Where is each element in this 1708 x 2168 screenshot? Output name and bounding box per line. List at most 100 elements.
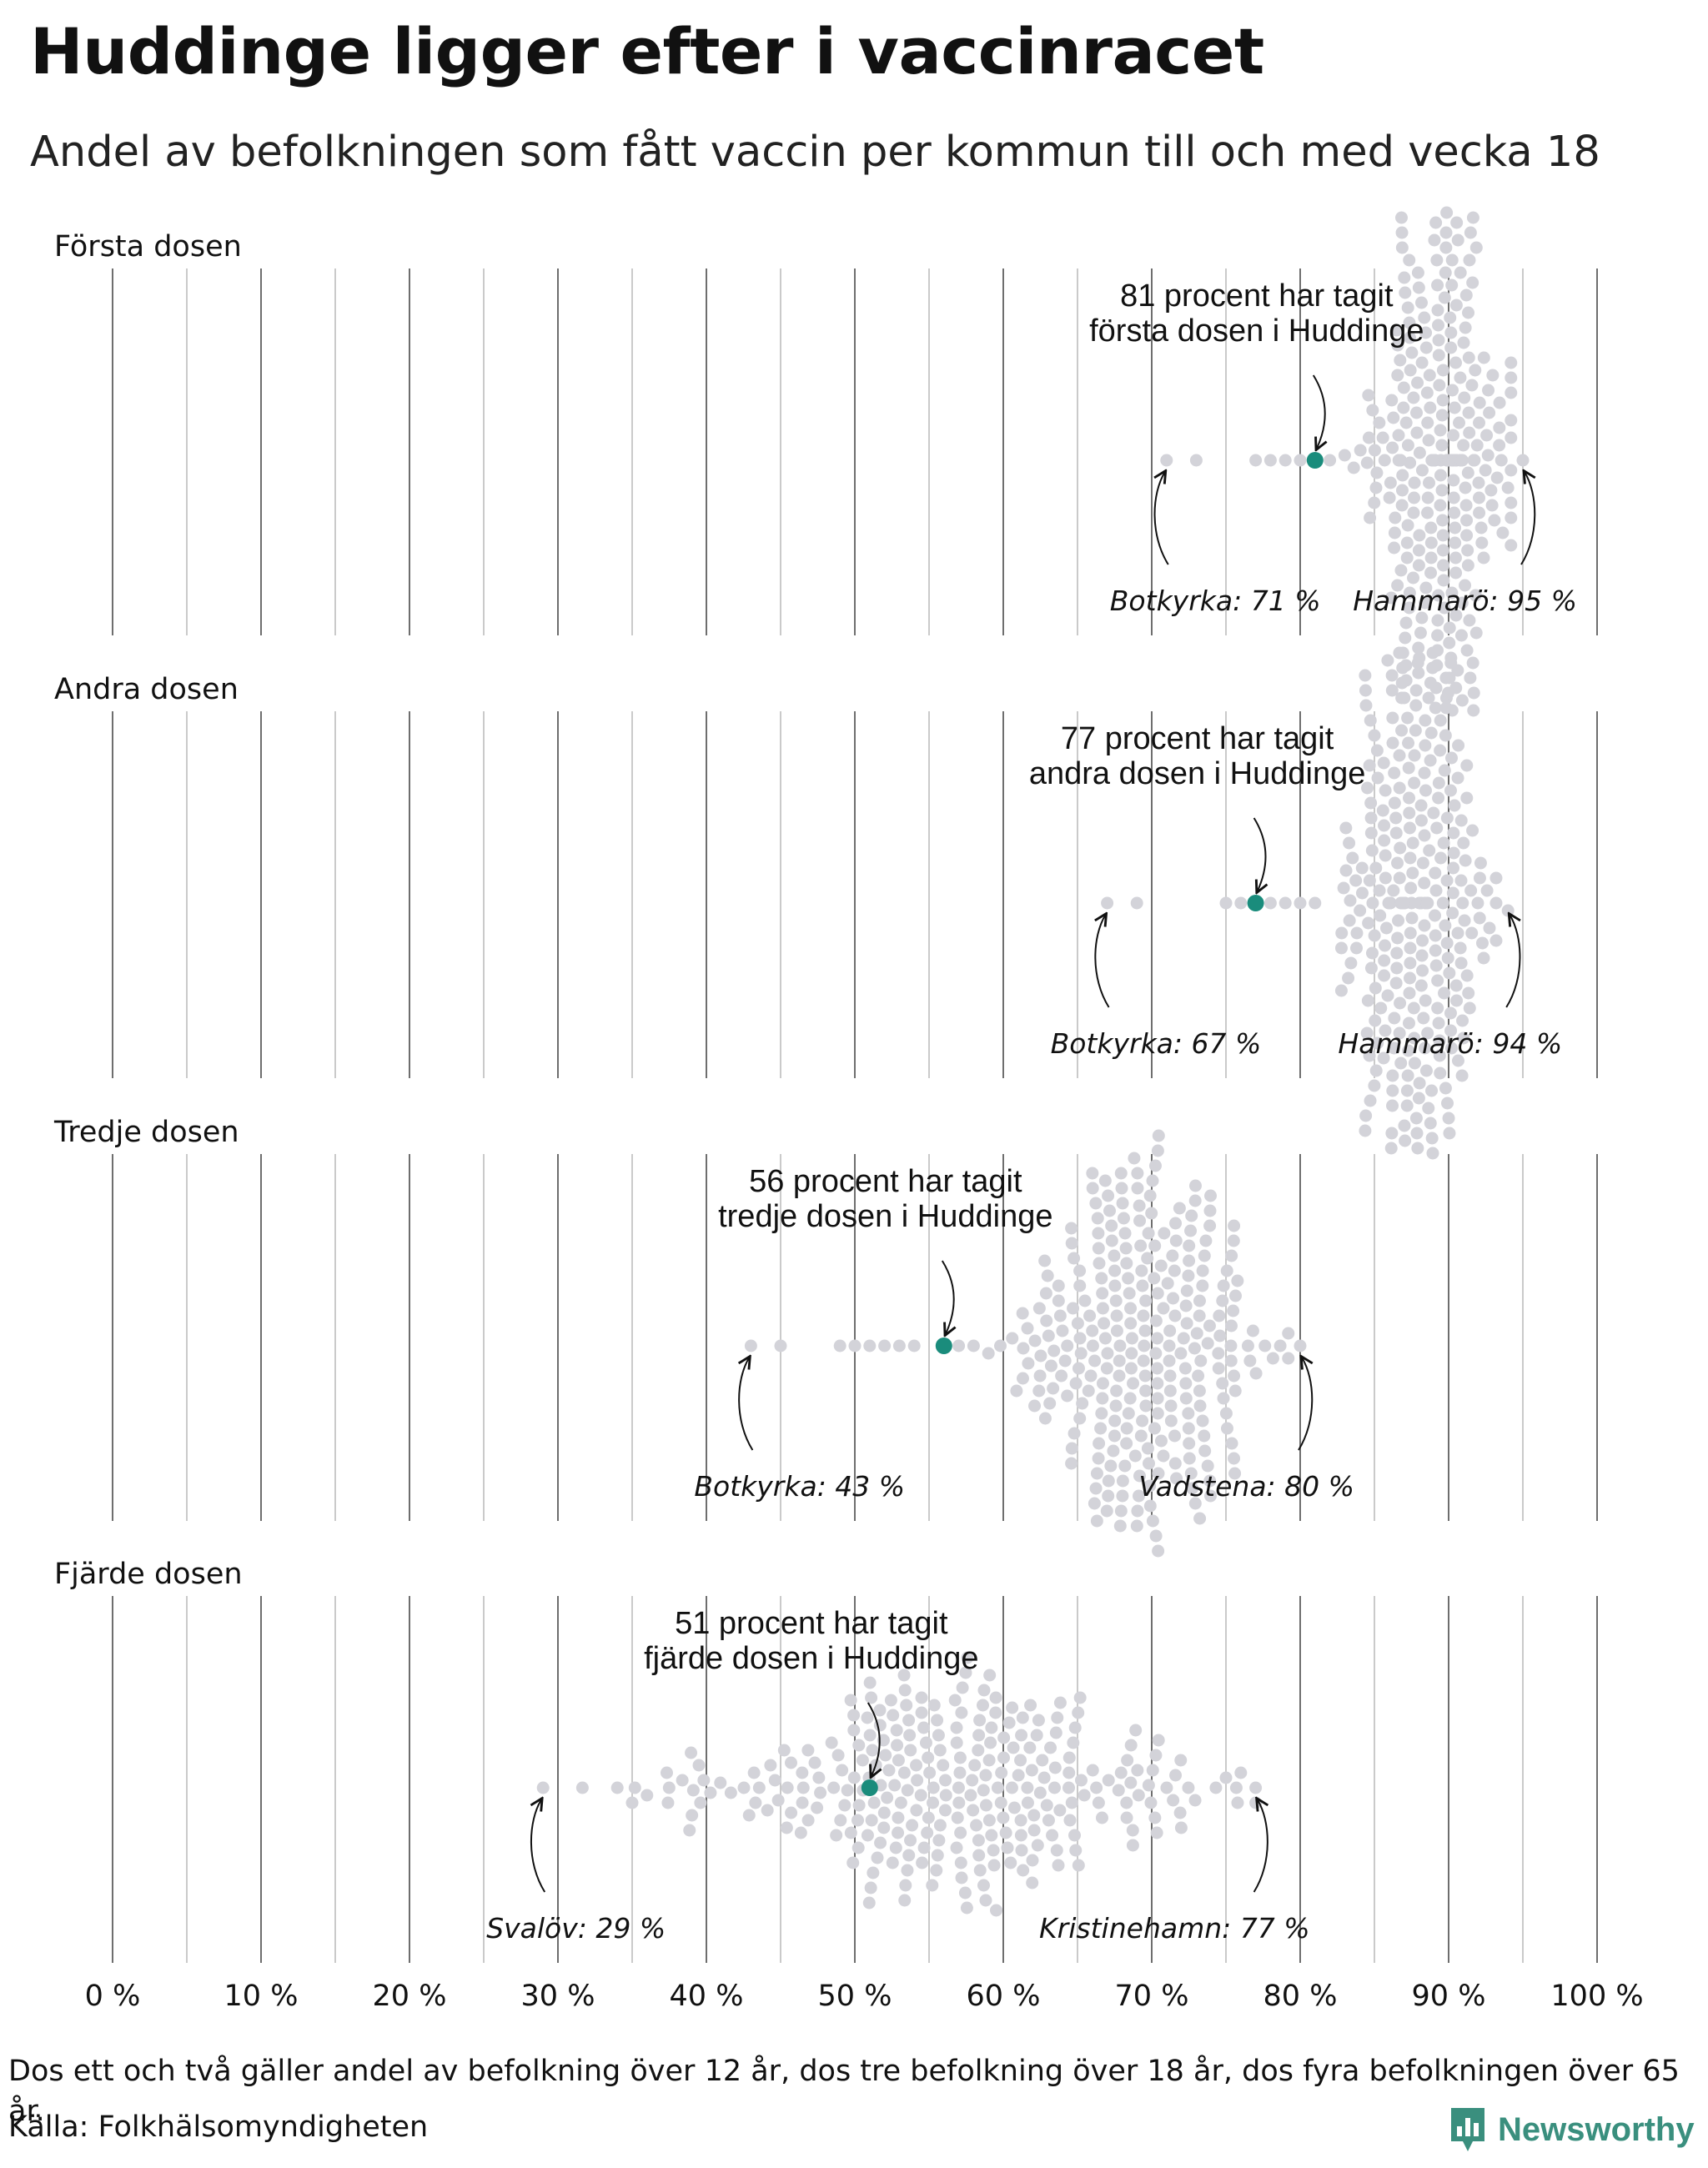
- data-point: [1038, 1412, 1052, 1425]
- data-point: [1378, 819, 1391, 832]
- data-point: [1419, 714, 1432, 727]
- data-point: [1359, 684, 1372, 697]
- data-point: [1354, 444, 1367, 457]
- data-point: [1086, 1167, 1099, 1180]
- data-point: [1505, 386, 1518, 399]
- data-point: [1065, 1237, 1078, 1250]
- data-point: [1062, 1751, 1076, 1764]
- data-point: [1217, 1279, 1230, 1292]
- data-point: [1403, 253, 1416, 267]
- data-point: [994, 1796, 1007, 1809]
- data-point: [932, 1729, 945, 1742]
- data-point: [1473, 911, 1486, 925]
- data-point: [1418, 766, 1431, 780]
- data-point: [1193, 1512, 1207, 1525]
- data-point: [1128, 1152, 1141, 1165]
- data-point: [1192, 1369, 1205, 1383]
- data-point: [1426, 661, 1439, 675]
- data-point: [892, 1826, 905, 1839]
- data-point: [1151, 1407, 1164, 1420]
- data-point: [1473, 396, 1486, 409]
- data-point: [917, 1721, 931, 1734]
- data-point: [1444, 1041, 1458, 1055]
- data-point: [1431, 629, 1444, 642]
- data-point: [1224, 1319, 1238, 1332]
- data-point: [1385, 1127, 1399, 1140]
- data-point: [1014, 1754, 1027, 1767]
- data-point: [1145, 1207, 1158, 1220]
- data-point: [900, 1699, 913, 1712]
- data-point: [1505, 356, 1518, 369]
- data-point: [1398, 691, 1411, 705]
- data-point: [1090, 1781, 1103, 1794]
- data-point: [1027, 1809, 1041, 1822]
- x-tick-label: 50 %: [818, 1980, 892, 2013]
- data-point: [844, 1826, 857, 1839]
- x-tick-label: 30 %: [521, 1980, 595, 2013]
- data-point: [1121, 1754, 1134, 1767]
- data-point: [1053, 1696, 1067, 1709]
- data-point: [1466, 656, 1479, 670]
- data-point: [1404, 881, 1418, 895]
- data-point: [967, 1339, 980, 1352]
- data-point: [1084, 1369, 1098, 1383]
- data-point: [1403, 821, 1416, 835]
- data-point: [977, 1784, 990, 1797]
- data-point: [1424, 754, 1437, 767]
- data-point: [1450, 216, 1464, 229]
- data-point: [1381, 989, 1394, 1002]
- data-point: [1188, 1497, 1202, 1510]
- data-point: [1435, 439, 1449, 452]
- data-point: [1444, 1006, 1457, 1020]
- data-point: [1339, 864, 1353, 877]
- data-point: [1124, 1302, 1138, 1315]
- data-point: [1116, 1474, 1129, 1488]
- max-label: Hammarö: 95 %: [1353, 585, 1577, 617]
- data-point: [1100, 1362, 1113, 1375]
- data-point: [1378, 969, 1391, 982]
- data-point: [1125, 1347, 1138, 1360]
- data-point: [1234, 1766, 1248, 1779]
- highlight-label: 77 procent har tagit: [1061, 721, 1334, 756]
- min-arrow: [1095, 915, 1110, 1008]
- data-point: [861, 1711, 874, 1724]
- min-arrow: [531, 1799, 546, 1893]
- data-point: [1398, 271, 1411, 284]
- data-point: [1444, 1024, 1458, 1037]
- data-point: [1334, 941, 1348, 955]
- data-point: [1361, 781, 1374, 795]
- data-point: [1451, 771, 1464, 785]
- data-point: [1410, 1127, 1424, 1140]
- data-point: [1474, 521, 1488, 534]
- data-point: [1451, 1054, 1464, 1067]
- data-point: [1117, 1212, 1130, 1225]
- data-point: [1394, 1056, 1408, 1070]
- data-point: [1021, 1781, 1034, 1794]
- data-point: [1071, 1317, 1084, 1330]
- data-point: [1074, 1347, 1088, 1360]
- data-point: [1149, 1314, 1163, 1327]
- data-point: [1449, 566, 1463, 580]
- data-point: [1421, 506, 1434, 519]
- data-point: [865, 1691, 878, 1704]
- data-point: [737, 1781, 751, 1794]
- data-point: [1194, 1354, 1208, 1368]
- data-point: [1463, 253, 1476, 267]
- data-point: [888, 1779, 902, 1792]
- data-point: [1209, 1781, 1223, 1794]
- source-note: Källa: Folkhälsomyndigheten: [8, 2110, 429, 2144]
- data-point: [1433, 1034, 1446, 1047]
- data-point: [1072, 1362, 1085, 1375]
- data-point: [1160, 454, 1173, 467]
- data-point: [972, 1744, 985, 1757]
- data-point: [1180, 1317, 1193, 1330]
- data-point: [960, 1901, 973, 1915]
- data-point: [1444, 784, 1457, 797]
- data-point: [1152, 1467, 1165, 1480]
- data-point: [1042, 1814, 1055, 1827]
- data-point: [1182, 1422, 1195, 1435]
- data-point: [901, 1784, 914, 1797]
- data-point: [1282, 1352, 1295, 1365]
- data-point: [1470, 439, 1484, 452]
